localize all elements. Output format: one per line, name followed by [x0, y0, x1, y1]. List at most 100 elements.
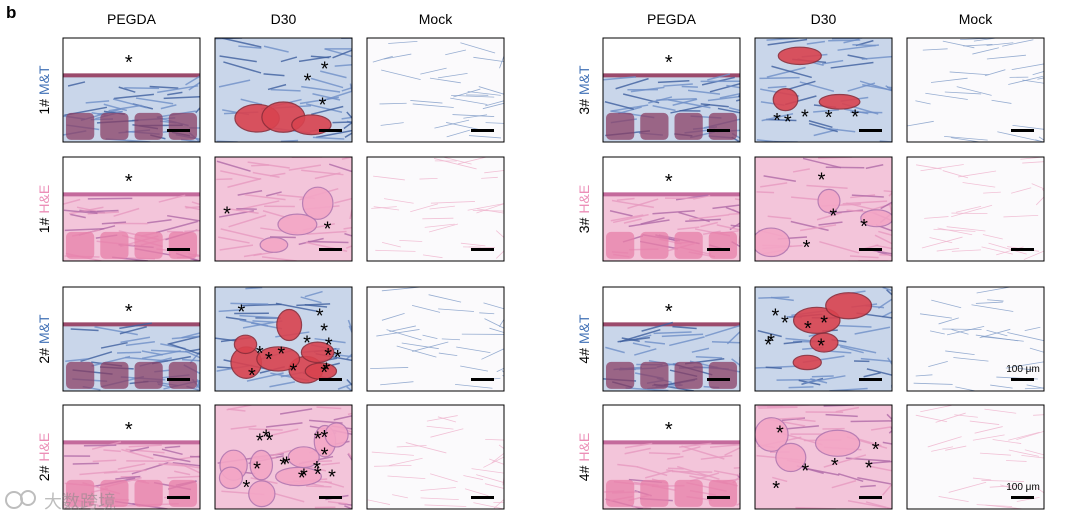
scale-bar: [707, 129, 730, 132]
fiber: [228, 214, 267, 228]
fiber: [167, 91, 183, 96]
fiber: [128, 444, 162, 448]
image-border: [906, 37, 1045, 143]
fiber: [422, 254, 443, 259]
scale-bar: [859, 129, 882, 132]
fiber: [334, 197, 352, 204]
tissue-edge: [63, 73, 200, 78]
fiber: [460, 365, 489, 372]
fiber: [648, 96, 673, 104]
fiber: [850, 420, 892, 423]
muscle: [606, 361, 635, 389]
image-border: [62, 37, 201, 143]
fiber: [489, 458, 504, 465]
fiber: [452, 114, 495, 117]
fiber: [301, 85, 341, 93]
sample-id: 1#: [36, 217, 52, 233]
fiber: [420, 497, 459, 501]
particle: [276, 308, 303, 342]
fiber: [379, 102, 407, 105]
muscle: [674, 479, 703, 507]
asterisk: *: [801, 460, 809, 482]
fiber: [161, 448, 183, 456]
fiber: [343, 226, 352, 230]
fiber: [422, 334, 438, 340]
fiber: [956, 86, 992, 96]
muscle: [708, 112, 737, 140]
particle: [860, 209, 892, 228]
scale-bar: [319, 496, 342, 499]
fiber: [92, 459, 117, 463]
fiber: [237, 189, 263, 196]
fiber: [306, 485, 332, 488]
asterisk: *: [665, 52, 673, 74]
asterisk: *: [125, 419, 133, 441]
fiber: [460, 242, 486, 247]
fiber: [304, 303, 328, 308]
asterisk: *: [324, 219, 332, 241]
muscle: [708, 361, 737, 389]
fiber: [989, 484, 1023, 488]
fiber: [185, 206, 200, 209]
fiber: [149, 85, 179, 89]
fiber: [700, 103, 729, 108]
fiber: [981, 246, 1013, 255]
fiber: [1008, 449, 1040, 457]
fiber: [878, 230, 892, 236]
fiber: [388, 457, 423, 467]
image-border: [214, 37, 353, 143]
image-border: [62, 404, 201, 510]
fiber: [478, 86, 504, 95]
tissue-bg: [907, 157, 1044, 261]
asterisk: *: [773, 110, 781, 132]
asterisk: *: [803, 237, 811, 259]
fiber: [865, 501, 892, 509]
micrograph: [603, 405, 740, 509]
fiber: [251, 164, 270, 167]
fiber: [726, 84, 740, 89]
fiber: [1035, 196, 1044, 206]
fiber: [663, 83, 693, 87]
fiber: [476, 208, 504, 214]
fiber: [430, 428, 464, 438]
fiber: [263, 73, 285, 77]
fiber: [915, 414, 948, 423]
fiber: [667, 467, 684, 470]
fiber: [218, 309, 242, 313]
fiber: [380, 381, 414, 386]
muscle: [134, 231, 163, 259]
asterisk: *: [277, 343, 285, 365]
fiber: [688, 213, 730, 221]
fiber: [422, 217, 454, 220]
fiber: [324, 480, 345, 488]
fiber: [950, 137, 980, 142]
fiber: [380, 122, 404, 126]
fiber: [87, 197, 133, 200]
fiber: [640, 217, 665, 225]
fiber: [484, 170, 504, 174]
fiber: [218, 236, 250, 244]
particle: [817, 188, 841, 214]
fiber: [623, 218, 642, 224]
fiber: [267, 83, 287, 91]
image-border: [602, 156, 741, 262]
micrograph: [63, 405, 200, 509]
fiber: [271, 428, 299, 436]
fiber: [784, 425, 819, 430]
fiber: [1024, 387, 1044, 390]
fiber: [219, 244, 254, 251]
fiber: [972, 47, 999, 55]
fiber: [767, 215, 792, 220]
fiber: [709, 444, 740, 448]
fiber: [951, 249, 981, 252]
fiber: [429, 205, 455, 210]
fiber: [424, 223, 455, 228]
fiber: [685, 218, 721, 222]
fiber: [68, 206, 104, 215]
fiber: [167, 475, 200, 479]
fiber: [446, 129, 471, 138]
fiber: [681, 85, 698, 88]
fiber: [314, 337, 346, 344]
fiber: [946, 226, 986, 232]
fiber: [818, 221, 843, 226]
